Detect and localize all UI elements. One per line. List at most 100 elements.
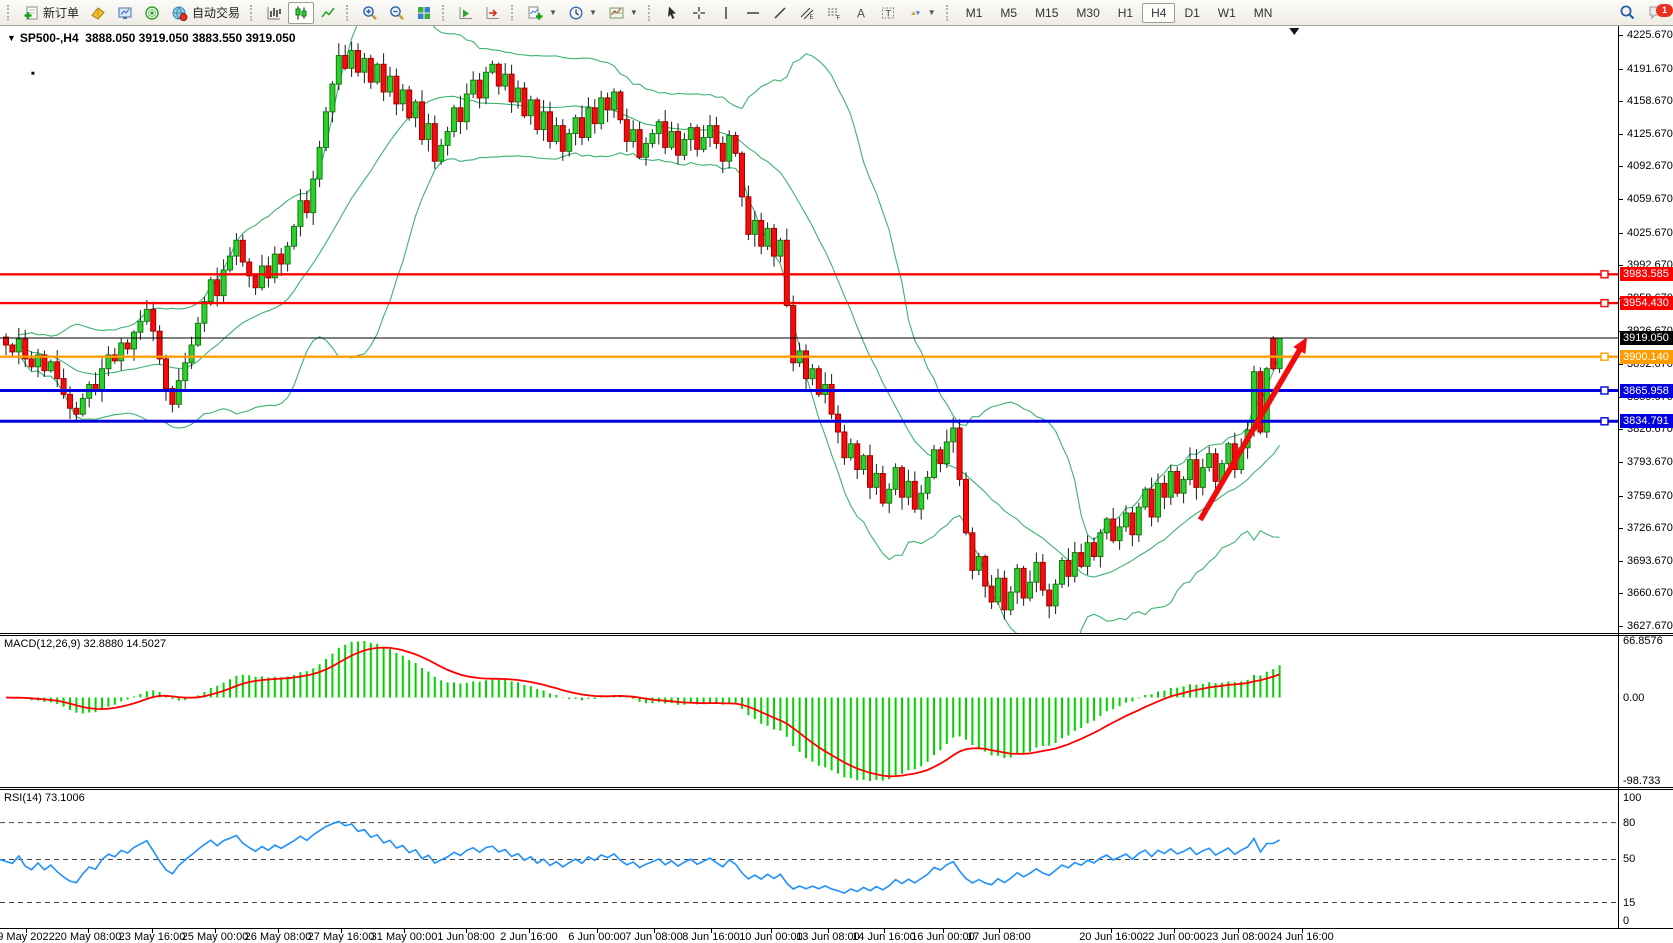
pane-separator[interactable] bbox=[0, 789, 1673, 790]
macd-axis-label: -98.733 bbox=[1623, 775, 1661, 787]
text-icon: A bbox=[853, 5, 869, 21]
toolbar-grip[interactable] bbox=[250, 4, 256, 21]
price-tick-label: 3660.670 bbox=[1627, 587, 1673, 599]
time-tick bbox=[884, 929, 885, 933]
tf-w1-button[interactable]: W1 bbox=[1209, 3, 1245, 23]
text-button[interactable]: A bbox=[848, 2, 874, 24]
price-tick-label: 3693.670 bbox=[1627, 555, 1673, 567]
toolbar-grip[interactable] bbox=[442, 4, 448, 21]
auto-scroll-button[interactable] bbox=[453, 2, 479, 24]
price-tick bbox=[1618, 561, 1623, 562]
horizontal-line-button[interactable] bbox=[740, 2, 766, 24]
line-chart-button[interactable] bbox=[315, 2, 341, 24]
time-tick bbox=[771, 929, 772, 933]
navigator-button[interactable] bbox=[139, 2, 165, 24]
notifications-button[interactable]: 1 bbox=[1642, 2, 1673, 24]
chart-shift-button[interactable] bbox=[480, 2, 506, 24]
hline-price-tag: 3865.958 bbox=[1620, 384, 1673, 398]
pane-separator[interactable] bbox=[0, 633, 1673, 634]
text-label-icon: T bbox=[880, 5, 896, 21]
toolbar-grip[interactable] bbox=[7, 4, 13, 21]
tf-h1-button[interactable]: H1 bbox=[1109, 3, 1142, 23]
crosshair-button[interactable] bbox=[686, 2, 712, 24]
cursor-button[interactable] bbox=[659, 2, 685, 24]
tf-m5-button[interactable]: M5 bbox=[991, 3, 1026, 23]
time-tick-label: 6 Jun 00:00 bbox=[568, 931, 626, 943]
rsi-value: 73.1006 bbox=[44, 792, 85, 804]
rsi-pane-canvas[interactable] bbox=[0, 790, 1618, 928]
toolbar-grip[interactable] bbox=[346, 4, 352, 21]
new-order-button[interactable]: 新订单 bbox=[18, 2, 84, 24]
tile-windows-button[interactable] bbox=[411, 2, 437, 24]
channel-button[interactable]: E bbox=[794, 2, 820, 24]
trendline-button[interactable] bbox=[767, 2, 793, 24]
toolbar-grip[interactable] bbox=[511, 4, 517, 21]
macd-axis-label: 0.00 bbox=[1623, 692, 1645, 704]
rsi-axis-label: 80 bbox=[1623, 817, 1636, 829]
templates-button[interactable]: ▼ bbox=[603, 2, 643, 24]
indicators-button[interactable]: ▼ bbox=[522, 2, 562, 24]
text-label-button[interactable]: T bbox=[875, 2, 901, 24]
templates-icon bbox=[608, 5, 625, 21]
candlestick-chart-button[interactable] bbox=[288, 1, 315, 24]
pane-separator[interactable] bbox=[0, 787, 1673, 788]
price-tick bbox=[1618, 69, 1623, 70]
data-window-icon bbox=[117, 5, 133, 21]
tf-d1-button[interactable]: D1 bbox=[1175, 3, 1208, 23]
time-tick bbox=[529, 929, 530, 933]
price-tick-label: 4059.670 bbox=[1627, 193, 1673, 205]
svg-text:F: F bbox=[836, 15, 840, 21]
market-watch-icon bbox=[90, 5, 106, 21]
time-tick-label: 20 May 08:00 bbox=[54, 931, 122, 943]
time-tick-label: 16 Jun 00:00 bbox=[911, 931, 975, 943]
arrows-button[interactable]: ▼ bbox=[902, 2, 941, 24]
price-tick-label: 4158.670 bbox=[1627, 95, 1673, 107]
price-tick-label: 4025.670 bbox=[1627, 227, 1673, 239]
candlestick-chart-icon bbox=[293, 5, 309, 21]
tile-windows-icon bbox=[416, 5, 432, 21]
time-tick bbox=[828, 929, 829, 933]
pane-separator[interactable] bbox=[0, 635, 1673, 636]
time-tick-label: 26 May 08:00 bbox=[244, 931, 312, 943]
collapse-triangle-icon[interactable]: ▼ bbox=[7, 33, 16, 43]
market-watch-button[interactable] bbox=[85, 2, 111, 24]
macd-axis-label: 66.8576 bbox=[1623, 635, 1663, 647]
data-window-button[interactable] bbox=[112, 2, 138, 24]
tf-m30-button[interactable]: M30 bbox=[1067, 3, 1108, 23]
zoom-in-button[interactable] bbox=[357, 2, 383, 24]
macd-values: 32.8880 14.5027 bbox=[83, 638, 167, 650]
tf-m1-button[interactable]: M1 bbox=[957, 3, 992, 23]
search-button[interactable] bbox=[1614, 2, 1641, 24]
toolbar-grip[interactable] bbox=[647, 4, 654, 21]
main-chart-canvas[interactable] bbox=[0, 26, 1618, 633]
tf-h4-button[interactable]: H4 bbox=[1142, 2, 1176, 23]
time-tick bbox=[26, 929, 27, 933]
time-tick bbox=[711, 929, 712, 933]
macd-pane-canvas[interactable] bbox=[0, 636, 1618, 787]
time-tick bbox=[943, 929, 944, 933]
price-tick-label: 4225.670 bbox=[1627, 29, 1673, 41]
price-axis-line bbox=[1618, 26, 1619, 928]
auto-trading-icon bbox=[171, 5, 188, 21]
zoom-out-icon bbox=[389, 5, 405, 21]
periods-button[interactable]: ▼ bbox=[563, 2, 602, 24]
tf-mn-button[interactable]: MN bbox=[1245, 3, 1282, 23]
bar-chart-button[interactable] bbox=[261, 2, 287, 24]
time-tick bbox=[404, 929, 405, 933]
price-tick bbox=[1618, 496, 1623, 497]
time-tick-label: 9 May 2022 bbox=[0, 931, 55, 943]
time-tick bbox=[597, 929, 598, 933]
notification-badge: 1 bbox=[1656, 3, 1673, 17]
toolbar-grip[interactable] bbox=[945, 4, 952, 21]
hline-price-tag: 3954.430 bbox=[1620, 296, 1673, 310]
tf-m15-button[interactable]: M15 bbox=[1026, 3, 1067, 23]
vertical-line-button[interactable] bbox=[713, 2, 739, 24]
time-tick bbox=[215, 929, 216, 933]
fibonacci-button[interactable]: F bbox=[821, 2, 847, 24]
zoom-out-button[interactable] bbox=[384, 2, 410, 24]
time-tick bbox=[278, 929, 279, 933]
auto-trading-button[interactable]: 自动交易 bbox=[166, 2, 245, 24]
rsi-axis-label: 0 bbox=[1623, 915, 1630, 927]
time-tick bbox=[1111, 929, 1112, 933]
